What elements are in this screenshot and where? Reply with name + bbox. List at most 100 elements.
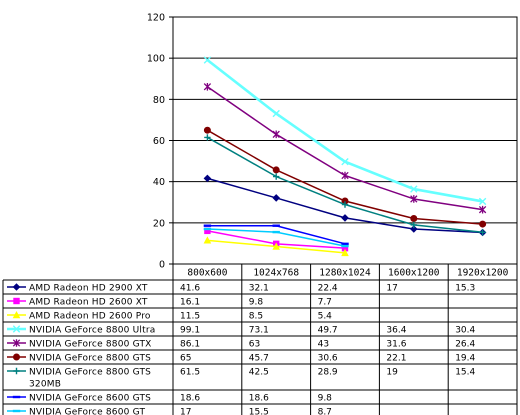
table-cell: 49.7 [318, 326, 338, 336]
data-point [12, 325, 21, 333]
data-table: 800x600 1024x768 1280x1024 1600x1200 1920x12… [2, 264, 518, 415]
data-point [272, 130, 280, 139]
table-cell: 43 [318, 340, 329, 350]
series-8 [203, 227, 349, 248]
table-cell: 9.8 [249, 298, 264, 308]
data-point [410, 215, 418, 223]
data-point [478, 197, 487, 206]
table-cell: 63 [249, 340, 260, 350]
row-label: NVIDIA GeForce 8800 Ultra [29, 326, 155, 336]
table-cell: 18.6 [180, 394, 200, 404]
data-point [479, 220, 487, 228]
table-cell: 61.5 [180, 368, 200, 378]
table-cell: 22.4 [318, 284, 338, 294]
table-cell: 30.6 [318, 354, 338, 364]
data-point [341, 244, 349, 252]
data-point [272, 242, 280, 250]
table-cell: 19 [386, 368, 398, 378]
row-label: NVIDIA GeForce 8800 GTS [29, 354, 151, 364]
table-row: NVIDIA GeForce 8800 GTS 65 45.7 30.6 22.1 19.… [7, 353, 476, 364]
data-point [341, 197, 349, 205]
table-cell: 15.4 [455, 368, 475, 378]
data-point [341, 158, 349, 166]
data-point [478, 205, 487, 214]
series-line [206, 86, 483, 211]
data-point [13, 367, 20, 375]
data-point [12, 339, 21, 347]
table-cell: 31.6 [386, 340, 406, 350]
table-cell: 28.9 [318, 368, 338, 378]
data-point [410, 225, 418, 233]
table-cell: 26.4 [455, 340, 475, 350]
series-4 [203, 82, 487, 214]
x-category-label: 1024x768 [253, 268, 299, 279]
table-row: NVIDIA GeForce 8800 Ultra 99.1 73.1 49.7 36.… [7, 325, 476, 336]
table-row: AMD Radeon HD 2600 Pro 11.5 8.5 5.4 [7, 311, 332, 322]
x-category-label: 1920x1200 [457, 268, 509, 279]
table-cell: 41.6 [180, 284, 200, 294]
row-label: NVIDIA GeForce 8600 GT [29, 408, 145, 415]
series-line [206, 58, 483, 203]
table-cell: 30.4 [455, 326, 475, 336]
series-0 [203, 174, 487, 237]
table-cell: 15.5 [249, 408, 269, 415]
table-cell: 17 [386, 284, 397, 294]
table-cell: 42.5 [249, 368, 269, 378]
table-cell: 8.5 [249, 312, 263, 322]
table-row: NVIDIA GeForce 8800 GTX 86.1 63 43 31.6 26.4 [7, 339, 476, 350]
data-point [12, 283, 21, 291]
table-row: NVIDIA GeForce 8600 GTS 18.6 18.6 9.8 [7, 394, 332, 404]
table-cell: 99.1 [180, 326, 200, 336]
series-7 [203, 224, 349, 246]
table-cell: 16.1 [180, 298, 200, 308]
row-label: AMD Radeon HD 2600 XT [29, 298, 148, 308]
table-cell: 11.5 [180, 312, 200, 322]
data-point [272, 109, 280, 118]
data-point [203, 236, 212, 244]
data-point [204, 134, 211, 141]
table-cell: 65 [180, 354, 191, 364]
table-row: NVIDIA GeForce 8800 GTS 320MB 61.5 42.5 28.9… [7, 368, 476, 390]
x-category-label: 800x600 [187, 268, 227, 279]
row-label: AMD Radeon HD 2900 XT [29, 284, 148, 294]
table-cell: 73.1 [249, 326, 269, 336]
table-cell: 36.4 [386, 326, 406, 336]
row-label: 320MB [29, 380, 61, 390]
series-lines [203, 56, 487, 257]
data-point [410, 221, 417, 229]
table-cell: 9.8 [318, 394, 333, 404]
table-cell: 86.1 [180, 340, 200, 350]
data-point [341, 171, 349, 180]
data-point [203, 56, 212, 64]
series-6 [204, 134, 486, 236]
data-point [203, 82, 212, 91]
data-point [12, 311, 21, 319]
y-tick-label: 80 [153, 95, 165, 106]
row-label: NVIDIA GeForce 8600 GTS [29, 394, 151, 404]
series-5 [203, 126, 487, 228]
data-point [273, 173, 280, 180]
y-axis: 0 20 40 60 80 100 120 [147, 13, 173, 271]
table-row: NVIDIA GeForce 8600 GT 17 15.5 8.7 [7, 408, 332, 415]
data-point [272, 194, 280, 202]
data-point [341, 248, 349, 257]
data-point [341, 201, 349, 208]
table-cell: 19.4 [455, 354, 475, 364]
table-cell: 8.7 [318, 408, 332, 415]
data-point [13, 353, 20, 361]
data-point [341, 214, 349, 222]
data-point [410, 195, 418, 203]
y-tick-label: 120 [147, 13, 165, 24]
y-tick-label: 0 [159, 260, 165, 271]
x-category-label: 1600x1200 [388, 268, 440, 279]
table-cell: 18.6 [249, 394, 269, 404]
table-row: AMD Radeon HD 2900 XT 41.6 32.1 22.4 17 15.3 [7, 283, 475, 294]
x-category-label: 1280x1024 [319, 268, 371, 279]
data-point [410, 185, 418, 193]
row-label: AMD Radeon HD 2600 Pro [29, 312, 151, 322]
table-cell: 22.1 [386, 354, 406, 364]
data-point [479, 229, 486, 236]
data-point [203, 174, 212, 183]
table-cell: 32.1 [249, 284, 269, 294]
table-cell: 17 [180, 408, 191, 415]
